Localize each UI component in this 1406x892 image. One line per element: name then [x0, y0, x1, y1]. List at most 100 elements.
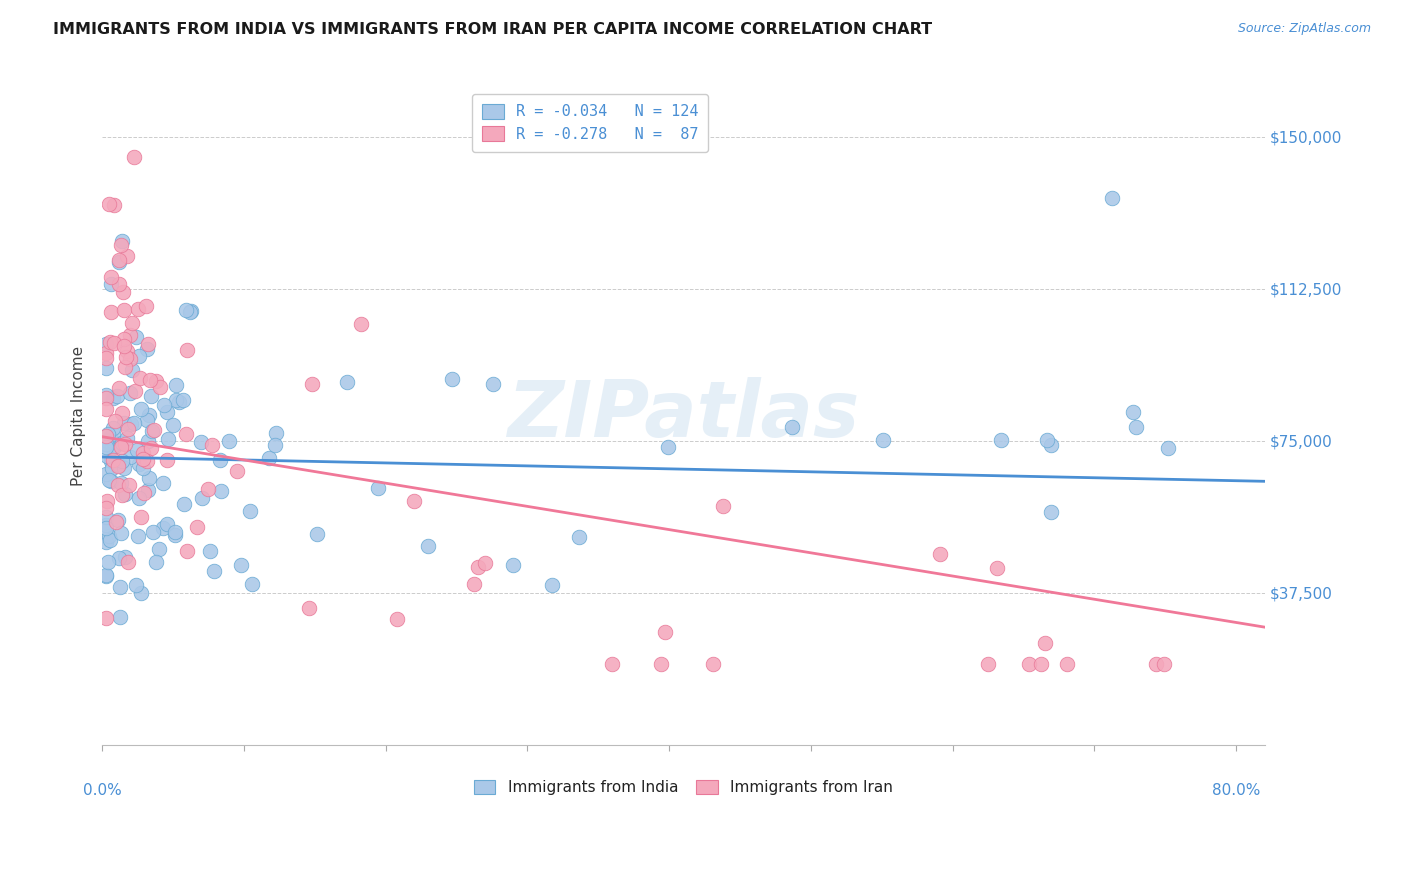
Point [112, 461, 135, 475]
Point [141, 441, 163, 455]
Point [96, 388, 118, 402]
Point [307, 526, 329, 541]
Point [650, 657, 672, 671]
Point [1033, 636, 1056, 650]
Point [111, 454, 134, 468]
Point [1036, 434, 1059, 448]
Point [568, 530, 591, 544]
Point [986, 560, 1008, 574]
Point [96, 441, 118, 455]
Point [1039, 505, 1062, 519]
Point [136, 413, 159, 427]
Point [165, 524, 187, 539]
Point [138, 408, 160, 422]
Point [1157, 441, 1180, 455]
Point [657, 441, 679, 455]
Point [96, 500, 118, 515]
Point [240, 577, 263, 591]
Point [1122, 404, 1144, 418]
Point [1029, 657, 1052, 671]
Point [120, 450, 142, 465]
Point [145, 556, 167, 570]
Point [1153, 657, 1175, 671]
Point [97, 426, 120, 441]
Point [977, 657, 1000, 671]
Point [120, 417, 142, 431]
Point [165, 392, 187, 407]
Point [103, 336, 125, 351]
Point [1125, 420, 1147, 434]
Point [120, 352, 142, 367]
Point [134, 486, 156, 500]
Point [118, 385, 141, 400]
Text: Source: ZipAtlas.com: Source: ZipAtlas.com [1237, 22, 1371, 36]
Point [165, 528, 187, 542]
Point [96, 360, 118, 375]
Point [165, 378, 187, 392]
Point [96, 402, 118, 417]
Point [96, 437, 118, 451]
Point [111, 436, 134, 450]
Point [152, 475, 174, 490]
Point [128, 458, 150, 472]
Point [156, 517, 179, 532]
Point [125, 578, 148, 592]
Point [96, 351, 118, 366]
Point [135, 342, 157, 356]
Point [162, 417, 184, 432]
Point [349, 317, 371, 331]
Point [990, 433, 1012, 447]
Point [110, 237, 132, 252]
Point [98, 197, 121, 211]
Point [209, 452, 232, 467]
Point [101, 460, 124, 475]
Point [112, 339, 135, 353]
Point [141, 425, 163, 439]
Point [872, 434, 894, 448]
Point [96, 429, 118, 443]
Point [654, 624, 676, 639]
Point [97, 555, 120, 569]
Point [96, 534, 118, 549]
Point [153, 398, 176, 412]
Y-axis label: Per Capita Income: Per Capita Income [72, 345, 86, 485]
Point [104, 515, 127, 529]
Point [122, 416, 145, 430]
Point [1018, 657, 1040, 671]
Point [139, 388, 162, 402]
Point [100, 454, 122, 468]
Point [121, 317, 143, 331]
Point [114, 359, 136, 374]
Point [96, 610, 118, 624]
Point [156, 432, 179, 446]
Point [600, 657, 623, 671]
Point [132, 452, 155, 467]
Point [96, 336, 118, 351]
Point [180, 303, 202, 318]
Point [112, 332, 135, 346]
Point [98, 334, 121, 349]
Point [107, 478, 129, 492]
Point [96, 449, 118, 463]
Point [127, 529, 149, 543]
Point [441, 372, 464, 386]
Point [138, 471, 160, 485]
Point [111, 285, 134, 300]
Point [103, 198, 125, 212]
Point [115, 431, 138, 445]
Point [156, 453, 179, 467]
Text: ZIPatlas: ZIPatlas [508, 377, 859, 453]
Point [105, 389, 128, 403]
Point [96, 517, 118, 532]
Point [176, 343, 198, 357]
Point [239, 504, 262, 518]
Point [101, 440, 124, 454]
Point [110, 476, 132, 491]
Point [97, 473, 120, 487]
Point [231, 558, 253, 573]
Point [122, 150, 145, 164]
Point [136, 434, 159, 449]
Point [111, 235, 134, 249]
Point [110, 436, 132, 450]
Point [416, 539, 439, 553]
